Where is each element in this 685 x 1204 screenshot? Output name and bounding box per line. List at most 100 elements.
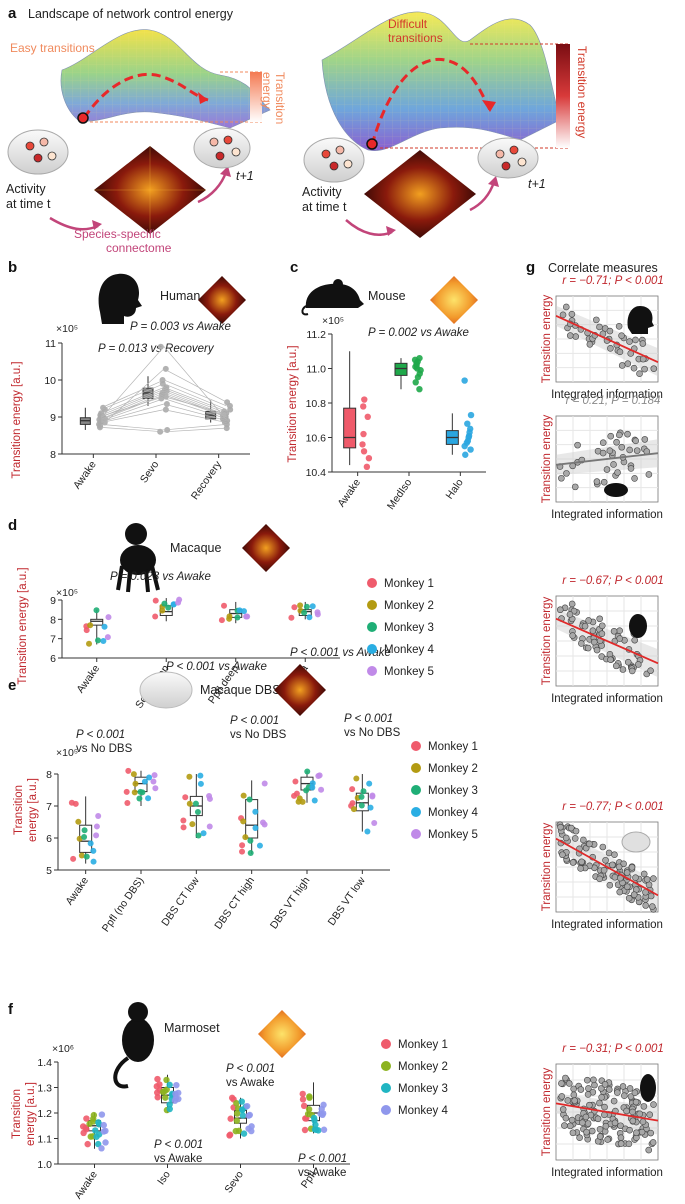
scatter-point	[578, 858, 585, 866]
data-point	[105, 614, 112, 621]
energy-label-left-2: energy	[260, 72, 274, 109]
data-point	[90, 1111, 98, 1119]
node-dot	[231, 147, 241, 157]
data-point	[227, 1115, 234, 1122]
scatter-point	[580, 836, 587, 844]
marmoset-connectome-icon	[258, 1010, 306, 1058]
scatter-point	[572, 827, 580, 835]
data-point	[141, 778, 148, 785]
node-dot	[321, 149, 331, 159]
data-point	[95, 1119, 102, 1126]
panel-g-title: Correlate measures	[548, 261, 658, 275]
node-dot	[33, 153, 43, 163]
data-point	[309, 603, 316, 610]
data-point	[299, 1096, 307, 1103]
node-dot	[215, 151, 225, 161]
data-point	[125, 767, 132, 774]
scatter-point	[624, 360, 632, 367]
data-point	[166, 1101, 173, 1108]
panel-c-title: Mouse	[368, 289, 406, 303]
arrow-head-right	[482, 100, 496, 112]
activity-label-2: at time t	[6, 197, 51, 211]
scatter-point	[602, 856, 609, 864]
scatter-point	[633, 1129, 640, 1137]
scatter-point	[598, 630, 606, 637]
panel-d: d Macaque P = 0.023 vs Awake P < 0.001 v…	[8, 517, 434, 711]
landscape-difficult: Transition energy Difficult transitions	[321, 11, 589, 152]
scatter-point	[586, 840, 593, 848]
scatter-point	[562, 303, 570, 311]
legend-label: Monkey 3	[398, 1083, 448, 1095]
data-point	[186, 773, 193, 780]
subject-line	[101, 427, 227, 433]
data-point	[464, 420, 471, 427]
data-point	[303, 603, 310, 610]
legend-label: Monkey 1	[428, 741, 478, 753]
data-point	[301, 609, 308, 616]
scatter-point	[650, 365, 658, 372]
legend-marker	[411, 807, 421, 817]
flow-arrow	[345, 219, 393, 236]
box	[343, 407, 357, 449]
data-point	[240, 818, 247, 825]
panel-a-label: a	[8, 5, 17, 22]
scatter-point	[579, 1119, 586, 1127]
scatter-point	[627, 465, 635, 472]
data-point	[360, 430, 367, 438]
data-point	[68, 799, 75, 806]
scatter-point	[562, 1114, 570, 1122]
scatter-point	[636, 370, 643, 378]
scatter-point	[618, 362, 626, 369]
panel-a: a Landscape of network control energy Tr…	[6, 5, 589, 255]
data-point	[226, 613, 233, 620]
data-point	[161, 600, 168, 607]
scatter-point	[557, 823, 564, 831]
panel-d-exponent: ×10⁵	[56, 587, 78, 599]
data-point	[154, 1094, 161, 1101]
panel-e: e Macaque DBS P < 0.001 vs No DBS P < 0.…	[8, 664, 478, 934]
scatter-point	[562, 834, 570, 842]
data-point	[261, 780, 268, 787]
data-point	[306, 1093, 313, 1100]
data-point	[87, 840, 94, 847]
flow-arrow-head	[220, 166, 231, 177]
scatter-point	[576, 1134, 583, 1142]
panel-f-stat-1b: vs Awake	[226, 1077, 274, 1089]
macaque-icon	[116, 523, 160, 593]
legend-marker	[411, 741, 421, 751]
legend-label: Monkey 5	[384, 666, 434, 678]
scatter-point	[570, 1091, 578, 1099]
panel-e-stat-1a: P < 0.001	[76, 729, 125, 741]
node-dot	[343, 159, 353, 169]
flow-arrow-head	[386, 226, 396, 236]
y-tick-label: 1.1	[37, 1134, 52, 1146]
x-tick-label: Awake	[71, 459, 99, 492]
data-point	[320, 1126, 328, 1133]
scatter-point	[566, 611, 574, 618]
scatter-point	[614, 469, 621, 476]
scatter-point	[619, 666, 627, 673]
x-axis-label: Integrated information	[551, 693, 663, 705]
scatter-point	[625, 894, 633, 902]
scatter-point	[605, 1086, 613, 1093]
subject-line	[101, 390, 227, 418]
scatter-point	[630, 891, 638, 898]
box	[90, 618, 104, 626]
data-point	[81, 834, 88, 841]
scatter-point	[631, 636, 638, 644]
scatter-point	[626, 1126, 633, 1134]
scatter-point	[558, 474, 565, 482]
panel-d-stat-2: P < 0.001 vs Awake	[166, 661, 267, 673]
data-point	[186, 800, 193, 807]
scatter-point	[647, 1129, 655, 1137]
data-point	[78, 852, 85, 859]
data-point	[194, 808, 201, 815]
scatter-point	[577, 865, 584, 872]
x-tick-label: DBS CT high	[212, 875, 257, 932]
subject-line	[101, 398, 227, 422]
energy-label-left-1: Transition	[273, 72, 287, 124]
scatter-point	[616, 888, 624, 896]
scatter-point	[601, 1103, 608, 1111]
panel-f-stat-3b: vs Awake	[298, 1167, 346, 1179]
state-ball-right	[366, 138, 378, 150]
